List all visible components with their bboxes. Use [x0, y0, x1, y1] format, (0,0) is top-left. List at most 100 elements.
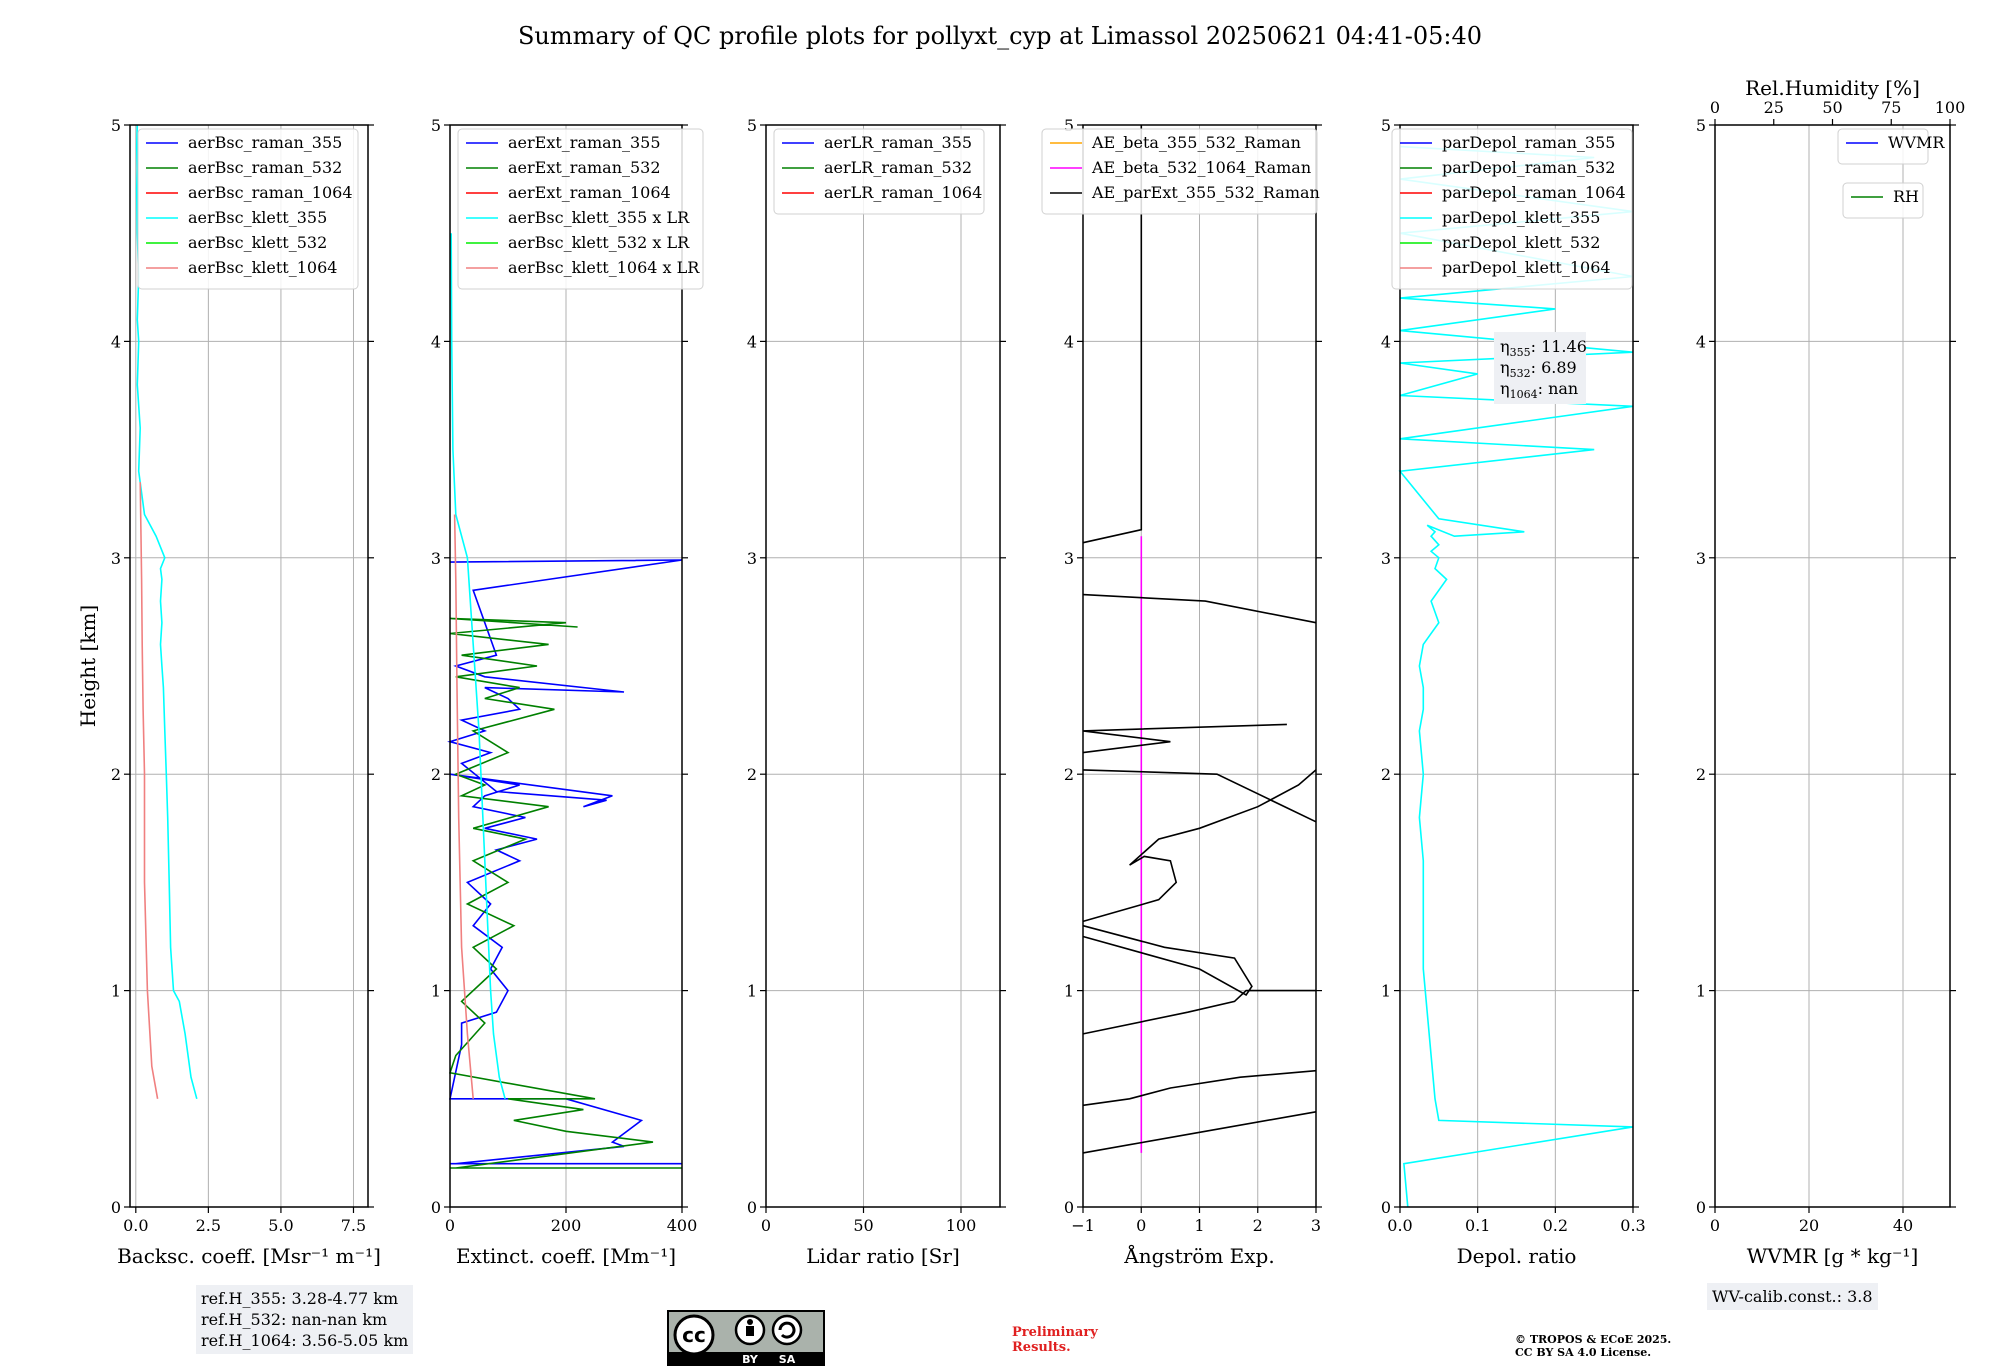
series-line-aerBsc_klett_355 x LR	[450, 233, 506, 1100]
legend-label: parDepol_klett_532	[1442, 233, 1600, 252]
y-tick-label: 1	[1696, 982, 1706, 1001]
legend-label: parDepol_klett_1064	[1442, 258, 1611, 277]
copyright-note: © TROPOS & ECoE 2025. CC BY SA 4.0 Licen…	[1515, 1333, 1671, 1359]
series-line-AE_parExt_355_532_Raman	[1082, 989, 1316, 1035]
y-tick-label: 0	[431, 1198, 441, 1217]
y-tick-label: 3	[431, 549, 441, 568]
legend-label: aerExt_raman_355	[508, 133, 661, 152]
copyright-line-2: CC BY SA 4.0 License.	[1515, 1346, 1652, 1359]
legend: aerLR_raman_355 aerLR_raman_532 aerLR_rama…	[773, 128, 985, 215]
legend-label: aerBsc_klett_1064	[188, 258, 337, 277]
plot-frame	[765, 124, 1001, 1208]
legend-label: aerBsc_raman_355	[188, 133, 342, 152]
y-tick-label: 5	[431, 116, 441, 135]
preliminary-line-2: Results.	[1012, 1340, 1071, 1355]
x-tick-label: 2.5	[196, 1216, 221, 1235]
y-tick-label: 1	[1381, 982, 1391, 1001]
series-line-parDepol_klett_355	[1398, 145, 1634, 1208]
y-tick-label: 1	[431, 982, 441, 1001]
legend-rh: RH	[1842, 182, 1924, 219]
series-line-AE_parExt_355_532_Raman	[1082, 1111, 1317, 1154]
x-tick-label: 0.2	[1543, 1216, 1568, 1235]
panel-3: 0 50 100 0 1 2 3 4 5 Lidar ratio [Sr] aerLR_raman_…	[747, 116, 1006, 1268]
legend-label: AE_parExt_355_532_Raman	[1091, 183, 1320, 202]
legend-box	[1842, 182, 1924, 219]
top-tick-label: 50	[1822, 98, 1842, 117]
sa-icon	[771, 1314, 803, 1346]
series-line-aerExt_raman_355	[447, 559, 683, 1165]
top-tick-label: 75	[1881, 98, 1901, 117]
depol-annotation-line: η1064: nan	[1500, 379, 1578, 401]
x-tick-label: 0.3	[1620, 1216, 1645, 1235]
y-tick-label: 1	[1064, 982, 1074, 1001]
legend-label: aerLR_raman_532	[824, 158, 972, 177]
y-tick-label: 0	[1064, 1198, 1074, 1217]
legend-label: aerBsc_klett_532	[188, 233, 327, 252]
legend-label: aerExt_raman_1064	[508, 183, 671, 202]
y-tick-label: 3	[1381, 549, 1391, 568]
y-tick-label: 3	[1064, 549, 1074, 568]
x-tick-label: 40	[1893, 1216, 1913, 1235]
x-tick-label: 0	[761, 1216, 771, 1235]
cc-text: cc	[682, 1323, 706, 1347]
y-tick-label: 3	[111, 549, 121, 568]
legend-box	[1041, 128, 1318, 215]
y-tick-label: 0	[1696, 1198, 1706, 1217]
cc-license-badge: cc BY SA	[667, 1310, 825, 1366]
legend-label: aerLR_raman_1064	[824, 183, 982, 202]
panel-5: 0.0 0.1 0.2 0.3 0 1 2 3 4 5 Depol. ratio parDepol_r…	[1381, 116, 1646, 1268]
y-tick-label: 3	[747, 549, 757, 568]
x-tick-label: 2	[1253, 1216, 1263, 1235]
x-axis-label: Ångström Exp.	[1123, 1243, 1274, 1268]
series-line-AE_parExt_355_532_Raman	[1082, 125, 1143, 544]
y-tick-label: 1	[111, 982, 121, 1001]
series-line-aerBsc_klett_1064 x LR	[453, 514, 474, 1099]
y-tick-label: 2	[431, 765, 441, 784]
depol-annotation-line: η355: 11.46	[1500, 337, 1587, 359]
x-tick-label: 0	[1710, 1216, 1720, 1235]
series-line-AE_parExt_355_532_Raman	[1082, 593, 1317, 624]
x-tick-label: 50	[853, 1216, 873, 1235]
series-line-AE_parExt_355_532_Raman	[1082, 769, 1317, 823]
depol-annotation-box	[1494, 332, 1586, 404]
series-line-AE_parExt_355_532_Raman	[1082, 723, 1287, 754]
y-tick-label: 4	[1064, 332, 1074, 351]
x-tick-label: −1	[1071, 1216, 1095, 1235]
legend-label: aerBsc_raman_532	[188, 158, 342, 177]
legend: aerExt_raman_355 aerExt_raman_532 aerExt_r…	[457, 128, 704, 290]
x-tick-label: 0.0	[1387, 1216, 1412, 1235]
y-tick-label: 4	[1381, 332, 1391, 351]
x-tick-label: 400	[667, 1216, 698, 1235]
legend-box	[1391, 128, 1633, 290]
legend-label: aerBsc_klett_355 x LR	[508, 208, 690, 227]
x-tick-label: 200	[551, 1216, 582, 1235]
y-tick-label: 4	[747, 332, 757, 351]
y-tick-label: 0	[1381, 1198, 1391, 1217]
x-tick-label: 0.0	[123, 1216, 148, 1235]
legend-label: parDepol_raman_532	[1442, 158, 1615, 177]
reference-height-box: ref.H_355: 3.28-4.77 km ref.H_532: nan-n…	[196, 1285, 414, 1354]
wv-calib-box: WV-calib.const.: 3.8	[1707, 1283, 1878, 1310]
y-tick-label: 4	[1696, 332, 1706, 351]
legend-label: aerBsc_klett_355	[188, 208, 327, 227]
y-tick-label: 5	[1064, 116, 1074, 135]
y-tick-label: 5	[1696, 116, 1706, 135]
legend-box	[1837, 128, 1929, 165]
top-axis-label: Rel.Humidity [%]	[1745, 76, 1920, 100]
x-tick-label: 0	[1136, 1216, 1146, 1235]
legend-label: aerBsc_raman_1064	[188, 183, 353, 202]
legend-label: parDepol_klett_355	[1442, 208, 1600, 227]
x-axis-label: WVMR [g * kg⁻¹]	[1747, 1244, 1919, 1268]
legend-box	[457, 128, 704, 290]
y-tick-label: 0	[747, 1198, 757, 1217]
legend-label: aerBsc_klett_1064 x LR	[508, 258, 700, 277]
y-tick-label: 0	[111, 1198, 121, 1217]
x-tick-label: 0	[445, 1216, 455, 1235]
x-axis-label: Depol. ratio	[1457, 1244, 1577, 1268]
top-tick-label: 100	[1935, 98, 1966, 117]
x-tick-label: 5.0	[268, 1216, 293, 1235]
ref-height-1064: ref.H_1064: 3.56-5.05 km	[201, 1331, 409, 1350]
legend-box	[137, 128, 359, 290]
wv-calib-const: WV-calib.const.: 3.8	[1712, 1287, 1873, 1306]
